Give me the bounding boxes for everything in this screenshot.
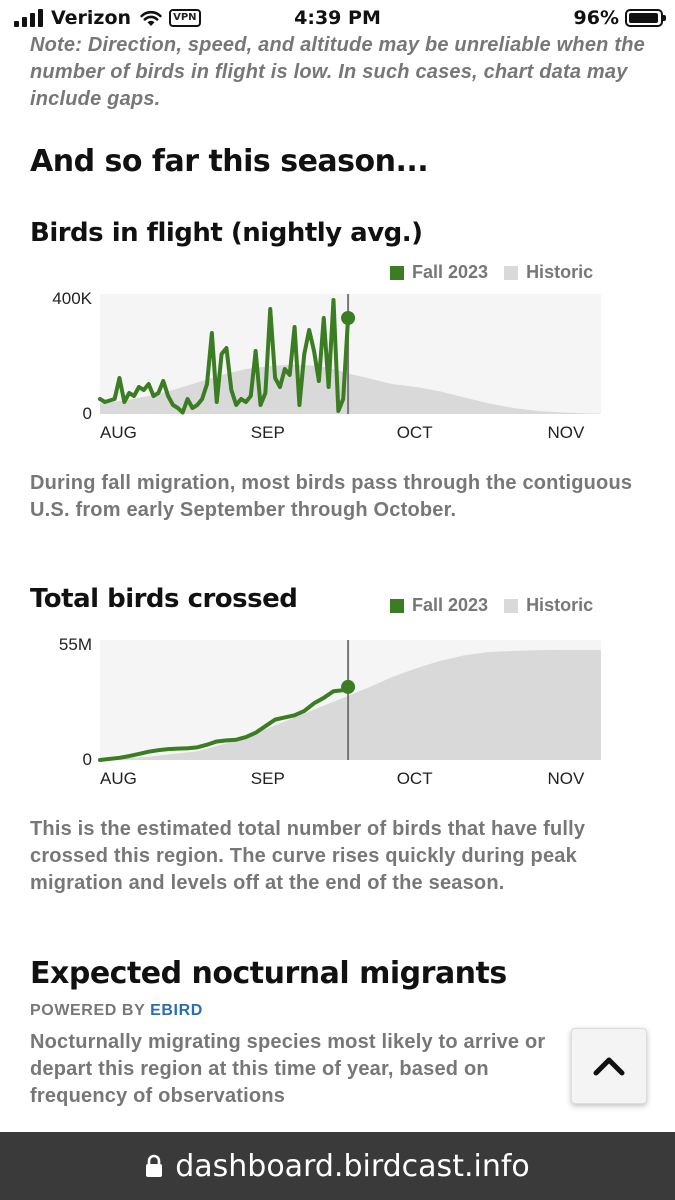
- birds-in-flight-chart: 0 400K AUG SEP OCT NOV: [52, 289, 601, 442]
- battery-percent: 96%: [573, 7, 619, 29]
- x-tick-label: NOV: [547, 423, 585, 442]
- status-right: 96%: [573, 7, 666, 29]
- total-chart-title: Total birds crossed: [30, 584, 298, 614]
- x-tick-label: AUG: [100, 423, 137, 442]
- status-left: Verizon VPN: [14, 7, 201, 29]
- x-tick-label: AUG: [100, 769, 137, 788]
- scroll-to-top-button[interactable]: [571, 1028, 647, 1104]
- signal-icon: [14, 9, 43, 27]
- total-chart-legend: Fall 2023 Historic: [390, 595, 593, 616]
- y-tick-label: 0: [83, 404, 92, 423]
- latest-value-dot: [341, 311, 356, 325]
- flight-chart-title: Birds in flight (nightly avg.): [30, 218, 423, 248]
- legend-swatch-fall-2023: [390, 598, 404, 613]
- x-tick-label: OCT: [397, 423, 433, 442]
- legend-swatch-fall-2023: [390, 265, 404, 280]
- fall-2023-line: [98, 684, 351, 762]
- y-tick-label: 55M: [59, 635, 92, 654]
- legend-item-fall-2023: Fall 2023: [390, 262, 488, 283]
- expected-migrants-heading: Expected nocturnal migrants: [30, 956, 507, 991]
- expected-description: Nocturnally migrating species most likel…: [30, 1031, 546, 1107]
- carrier-name: Verizon: [51, 7, 132, 29]
- legend-item-historic: Historic: [504, 262, 593, 283]
- lock-icon: [146, 1154, 163, 1177]
- legend-swatch-historic: [504, 265, 519, 280]
- legend-item-fall-2023: Fall 2023: [390, 595, 488, 616]
- vpn-badge: VPN: [169, 9, 201, 27]
- wifi-icon: [140, 10, 162, 26]
- y-tick-label: 0: [83, 750, 92, 769]
- total-birds-crossed-chart: 0 55M AUG SEP OCT NOV: [59, 635, 601, 788]
- latest-value-dot: [341, 679, 356, 694]
- ebird-link[interactable]: EBIRD: [150, 1002, 203, 1019]
- status-bar: Verizon VPN 4:39 PM 96%: [0, 0, 675, 36]
- flight-description: During fall migration, most birds pass t…: [30, 472, 633, 521]
- fall-2023-line: [98, 298, 351, 415]
- x-tick-label: OCT: [397, 769, 433, 788]
- total-description: This is the estimated total number of bi…: [30, 818, 586, 894]
- legend-swatch-historic: [504, 598, 519, 613]
- x-tick-label: NOV: [547, 769, 585, 788]
- historic-area: [100, 649, 601, 760]
- season-heading: And so far this season...: [30, 144, 429, 179]
- powered-by: POWERED BY EBIRD: [30, 1002, 203, 1019]
- x-tick-label: SEP: [251, 769, 285, 788]
- browser-url-bar[interactable]: dashboard.birdcast.info: [0, 1132, 675, 1200]
- url-text: dashboard.birdcast.info: [175, 1148, 530, 1184]
- legend-item-historic: Historic: [504, 595, 593, 616]
- battery-icon: [625, 9, 666, 27]
- y-tick-label: 400K: [52, 289, 92, 308]
- historic-area: [100, 364, 601, 414]
- data-note: Note: Direction, speed, and altitude may…: [30, 34, 645, 110]
- x-tick-label: SEP: [251, 423, 285, 442]
- flight-chart-legend: Fall 2023 Historic: [390, 262, 593, 283]
- chevron-up-icon: [593, 1057, 625, 1076]
- page-content: Note: Direction, speed, and altitude may…: [30, 32, 645, 1107]
- clock: 4:39 PM: [294, 7, 381, 29]
